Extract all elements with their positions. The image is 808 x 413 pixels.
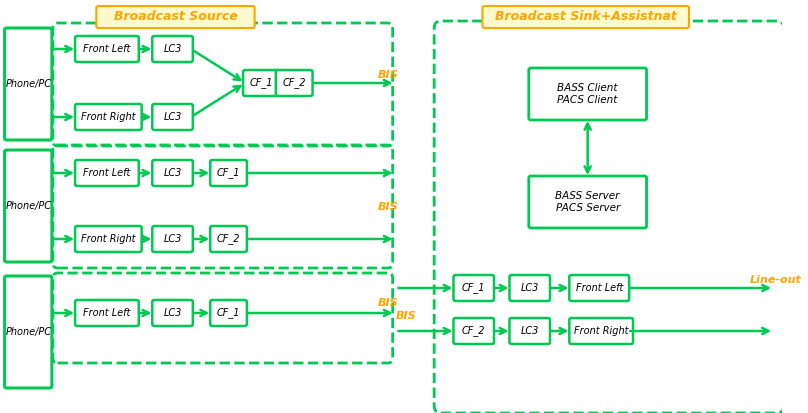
Text: LC3: LC3 <box>520 283 539 293</box>
Text: Front Left: Front Left <box>83 308 131 318</box>
FancyBboxPatch shape <box>510 318 550 344</box>
FancyBboxPatch shape <box>453 275 494 301</box>
Text: Phone/PC: Phone/PC <box>5 79 51 89</box>
Text: Front Right: Front Right <box>81 234 136 244</box>
FancyBboxPatch shape <box>5 150 52 262</box>
FancyBboxPatch shape <box>152 160 193 186</box>
Text: BASS Client
PACS Client: BASS Client PACS Client <box>558 83 618 105</box>
FancyBboxPatch shape <box>152 300 193 326</box>
Text: Phone/PC: Phone/PC <box>5 201 51 211</box>
FancyBboxPatch shape <box>570 275 629 301</box>
Text: LC3: LC3 <box>520 326 539 336</box>
Text: Broadcast Source: Broadcast Source <box>114 10 238 24</box>
Text: BIS: BIS <box>378 70 399 80</box>
Text: LC3: LC3 <box>163 234 182 244</box>
FancyBboxPatch shape <box>453 318 494 344</box>
Text: BIS: BIS <box>378 298 399 308</box>
Text: Front Right: Front Right <box>574 326 629 336</box>
FancyBboxPatch shape <box>210 160 247 186</box>
FancyBboxPatch shape <box>5 28 52 140</box>
Text: Line-out: Line-out <box>750 275 802 285</box>
FancyBboxPatch shape <box>482 6 689 28</box>
FancyBboxPatch shape <box>210 300 247 326</box>
Text: LC3: LC3 <box>163 168 182 178</box>
Text: Front Right: Front Right <box>81 112 136 122</box>
FancyBboxPatch shape <box>152 104 193 130</box>
FancyBboxPatch shape <box>152 36 193 62</box>
FancyBboxPatch shape <box>570 318 633 344</box>
Text: CF_1: CF_1 <box>250 78 273 88</box>
FancyBboxPatch shape <box>75 36 139 62</box>
FancyBboxPatch shape <box>528 176 646 228</box>
FancyBboxPatch shape <box>75 226 141 252</box>
Text: BIS: BIS <box>378 202 399 212</box>
Text: BASS Server
PACS Server: BASS Server PACS Server <box>555 191 620 213</box>
FancyBboxPatch shape <box>75 300 139 326</box>
FancyBboxPatch shape <box>152 226 193 252</box>
FancyBboxPatch shape <box>510 275 550 301</box>
Text: LC3: LC3 <box>163 112 182 122</box>
FancyBboxPatch shape <box>5 276 52 388</box>
Text: CF_1: CF_1 <box>217 308 240 318</box>
Text: CF_1: CF_1 <box>217 168 240 178</box>
Text: Front Left: Front Left <box>83 168 131 178</box>
FancyBboxPatch shape <box>528 68 646 120</box>
Text: LC3: LC3 <box>163 308 182 318</box>
FancyBboxPatch shape <box>75 104 141 130</box>
FancyBboxPatch shape <box>243 70 280 96</box>
Text: LC3: LC3 <box>163 44 182 54</box>
Text: CF_2: CF_2 <box>283 78 306 88</box>
Text: Front Left: Front Left <box>83 44 131 54</box>
Text: CF_1: CF_1 <box>462 282 486 294</box>
Text: CF_2: CF_2 <box>462 325 486 337</box>
FancyBboxPatch shape <box>96 6 255 28</box>
Text: Front Left: Front Left <box>575 283 623 293</box>
Text: BIS: BIS <box>396 311 416 321</box>
Text: CF_2: CF_2 <box>217 233 240 244</box>
Text: Broadcast Sink+Assistnat: Broadcast Sink+Assistnat <box>494 10 676 24</box>
FancyBboxPatch shape <box>210 226 247 252</box>
FancyBboxPatch shape <box>276 70 313 96</box>
Text: Phone/PC: Phone/PC <box>5 327 51 337</box>
FancyBboxPatch shape <box>75 160 139 186</box>
